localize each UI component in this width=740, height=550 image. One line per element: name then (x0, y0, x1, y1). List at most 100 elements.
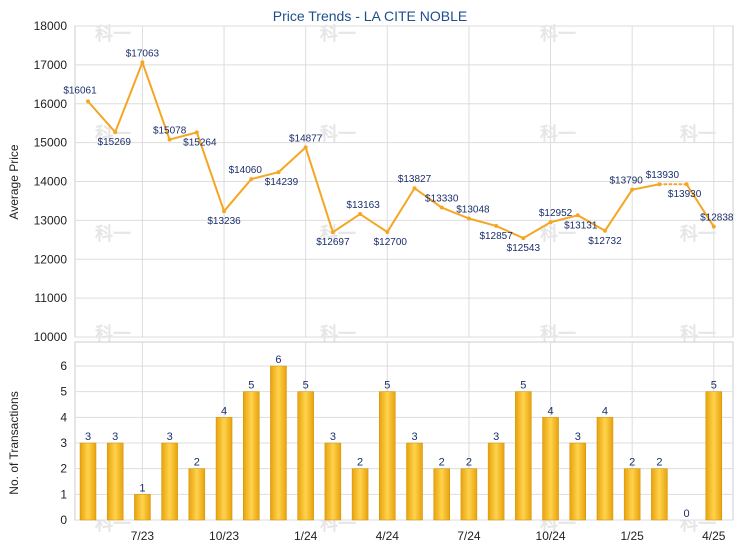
price-point (575, 213, 580, 218)
price-point (548, 220, 553, 225)
price-tick-label: 18000 (34, 19, 68, 33)
transactions-bar-label: 5 (303, 380, 309, 392)
transactions-bar-label: 2 (194, 457, 200, 469)
x-tick-label: 1/25 (620, 529, 644, 543)
price-line-segment (168, 131, 198, 141)
transactions-bar (379, 391, 396, 521)
price-data-label: $13163 (346, 200, 380, 211)
transactions-bar (324, 442, 342, 521)
watermark: 科一 (540, 123, 576, 144)
transactions-bar (297, 391, 314, 521)
transactions-plot-frame (74, 341, 734, 521)
price-point (140, 60, 145, 65)
price-data-label: $12697 (316, 237, 350, 248)
transactions-bar-label: 5 (384, 380, 390, 392)
price-line-segment (250, 171, 280, 181)
x-tick-label: 4/24 (376, 529, 400, 543)
transactions-bar (161, 442, 178, 521)
price-data-label: $13930 (646, 170, 680, 181)
transactions-tick-label: 2 (60, 462, 67, 476)
price-line-segment (223, 178, 253, 213)
watermark: 科一 (320, 323, 356, 344)
price-data-label: $13330 (425, 194, 459, 205)
price-data-label: $17063 (126, 48, 160, 59)
transactions-bar (215, 417, 233, 521)
price-line-segment (141, 61, 171, 141)
price-point (276, 170, 281, 175)
price-point (494, 223, 499, 228)
price-line-segment (304, 146, 334, 234)
watermark: 科一 (680, 123, 716, 144)
price-data-label: $12952 (539, 208, 573, 219)
watermark: 科一 (95, 223, 131, 244)
transactions-tick-label: 6 (60, 359, 67, 373)
price-data-label: $12732 (588, 236, 622, 247)
transactions-bar (487, 442, 505, 521)
watermark: 科一 (680, 323, 716, 344)
transactions-tick-label: 1 (60, 487, 67, 501)
price-line-segment (331, 213, 362, 234)
price-data-label: $13790 (609, 176, 643, 187)
price-point (222, 209, 227, 214)
x-tick-label: 10/23 (209, 529, 239, 543)
transactions-bar-label: 5 (711, 380, 717, 392)
price-point (113, 130, 118, 135)
price-point (303, 145, 308, 150)
price-tick-label: 15000 (34, 136, 68, 150)
transactions-tick-label: 5 (60, 385, 67, 399)
price-data-label: $12838 (700, 213, 734, 224)
price-point (167, 137, 172, 142)
price-point (684, 182, 689, 187)
price-tick-label: 10000 (34, 330, 68, 344)
price-data-label: $12700 (374, 237, 408, 248)
watermark: 科一 (540, 223, 576, 244)
x-tick-label: 7/24 (457, 529, 481, 543)
watermark: 科一 (320, 223, 356, 244)
price-point (657, 182, 662, 187)
price-point (385, 230, 390, 235)
watermark: 科一 (540, 23, 576, 44)
transactions-bar (351, 468, 369, 521)
chart-title: Price Trends - LA CITE NOBLE (273, 8, 468, 24)
transactions-bar-label: 2 (466, 457, 472, 469)
transactions-bar-label: 4 (547, 405, 553, 417)
transactions-bar (515, 391, 532, 521)
price-point (330, 230, 335, 235)
x-tick-label: 1/24 (294, 529, 318, 543)
x-tick-label: 7/23 (131, 529, 155, 543)
watermark: 科一 (540, 323, 576, 344)
price-point (358, 212, 363, 217)
price-point (711, 224, 716, 229)
price-line-segment (440, 206, 470, 220)
transactions-bar-label: 2 (439, 457, 445, 469)
transactions-bar (460, 468, 478, 521)
price-data-label: $14060 (229, 165, 263, 176)
transactions-bar-label: 3 (85, 431, 91, 443)
transactions-bar-label: 3 (330, 431, 336, 443)
price-point (412, 186, 417, 191)
transactions-bar-label: 3 (167, 431, 173, 443)
price-data-label: $15264 (183, 137, 217, 148)
price-data-label: $13827 (398, 174, 432, 185)
price-line-segment (576, 214, 606, 232)
transactions-bar (106, 442, 124, 521)
transactions-bar-label: 4 (602, 405, 608, 417)
price-line-segment (413, 187, 443, 209)
transactions-bar-label: 2 (629, 457, 635, 469)
price-tick-label: 14000 (34, 175, 68, 189)
price-data-label: $14877 (289, 133, 323, 144)
price-line-segment (467, 217, 498, 227)
transactions-bar-label: 3 (493, 431, 499, 443)
price-line-segment (685, 183, 715, 228)
price-line-segment (522, 221, 552, 240)
price-line-segment (359, 213, 389, 234)
price-point (521, 236, 526, 241)
price-tick-label: 17000 (34, 58, 68, 72)
transactions-bar-label: 2 (656, 457, 662, 469)
transactions-bar-label: 6 (275, 354, 281, 366)
transactions-bar (243, 391, 260, 521)
watermark: 科一 (320, 123, 356, 144)
price-line-segment (603, 188, 634, 232)
price-data-label: $13131 (564, 220, 598, 231)
